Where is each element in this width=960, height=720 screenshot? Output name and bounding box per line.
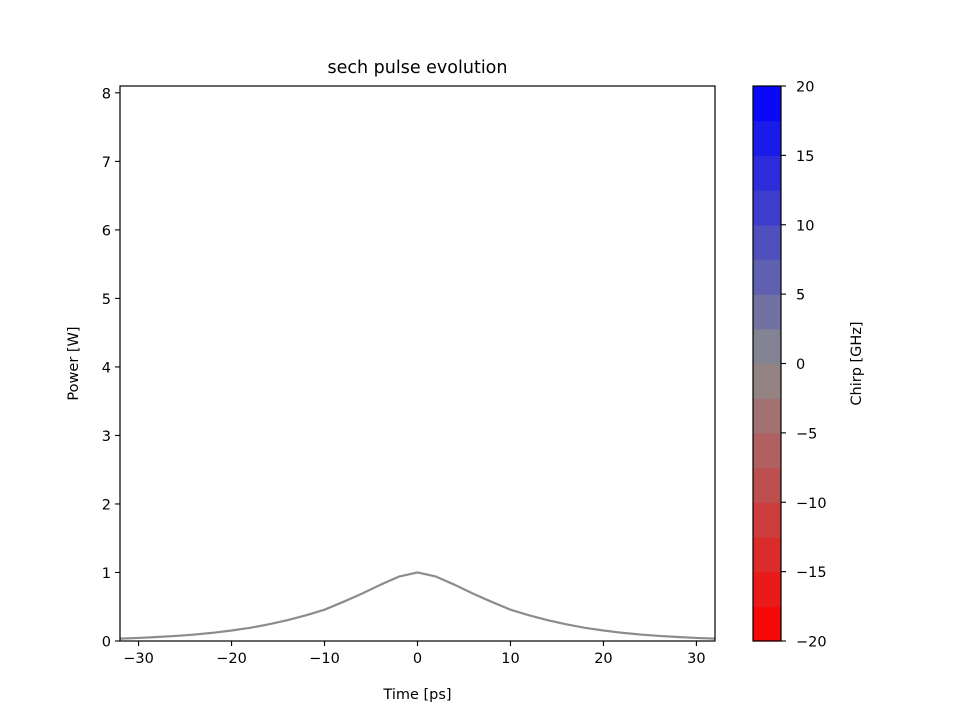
x-tick-label: −20 (216, 651, 247, 667)
colorbar-segment (753, 571, 781, 607)
colorbar-tick-label: 10 (796, 218, 814, 234)
colorbar-segment (753, 328, 781, 365)
colorbar-segment (753, 86, 781, 122)
colorbar-segment (753, 224, 781, 261)
colorbar-segment (753, 190, 781, 226)
y-tick-label: 5 (102, 292, 111, 308)
y-tick-label: 2 (102, 497, 111, 513)
colorbar-segment (753, 259, 781, 295)
y-axis-ticks: 0 1 2 3 4 5 6 7 8 (102, 86, 120, 651)
series-line-0 (119, 571, 716, 640)
colorbar-tick-label: −20 (796, 635, 827, 651)
colorbar-segment (753, 432, 781, 469)
series-lines (119, 571, 716, 640)
colorbar (753, 86, 781, 642)
colorbar-label: Chirp [GHz] (849, 321, 865, 405)
x-axis-label: Time [ps] (382, 687, 451, 703)
colorbar-segment (753, 120, 781, 156)
colorbar-tick-label: 0 (796, 357, 805, 373)
chart-title: sech pulse evolution (328, 58, 508, 78)
colorbar-tick-label: −15 (796, 565, 827, 581)
x-tick-label: −30 (123, 651, 154, 667)
colorbar-segment (753, 398, 781, 434)
colorbar-ticks: −20 −15 −10 −5 0 5 10 15 20 (781, 80, 827, 651)
y-tick-label: 6 (102, 223, 111, 239)
x-tick-label: 30 (687, 651, 705, 667)
y-tick-label: 4 (102, 360, 111, 376)
x-tick-label: 10 (501, 651, 519, 667)
colorbar-tick-label: 15 (796, 149, 814, 165)
colorbar-segment (753, 467, 781, 503)
y-axis-label: Power [W] (66, 326, 82, 400)
x-axis-ticks: −30 −20 −10 0 10 20 30 (123, 641, 706, 667)
y-tick-label: 8 (102, 86, 111, 102)
colorbar-segment (753, 502, 781, 538)
colorbar-tick-label: −5 (796, 426, 817, 442)
colorbar-segment (753, 294, 781, 330)
y-tick-label: 1 (102, 566, 111, 582)
y-tick-label: 7 (102, 155, 111, 171)
colorbar-tick-label: 5 (796, 288, 805, 304)
y-tick-label: 0 (102, 635, 111, 651)
colorbar-tick-label: 20 (796, 80, 814, 96)
colorbar-segment (753, 536, 781, 573)
x-tick-label: 20 (594, 651, 612, 667)
colorbar-segment (753, 606, 781, 642)
y-tick-label: 3 (102, 429, 111, 445)
x-tick-label: 0 (413, 651, 422, 667)
colorbar-segment (753, 363, 781, 399)
x-tick-label: −10 (309, 651, 340, 667)
colorbar-segment (753, 155, 781, 191)
colorbar-tick-label: −10 (796, 496, 827, 512)
plot-area (120, 86, 715, 641)
